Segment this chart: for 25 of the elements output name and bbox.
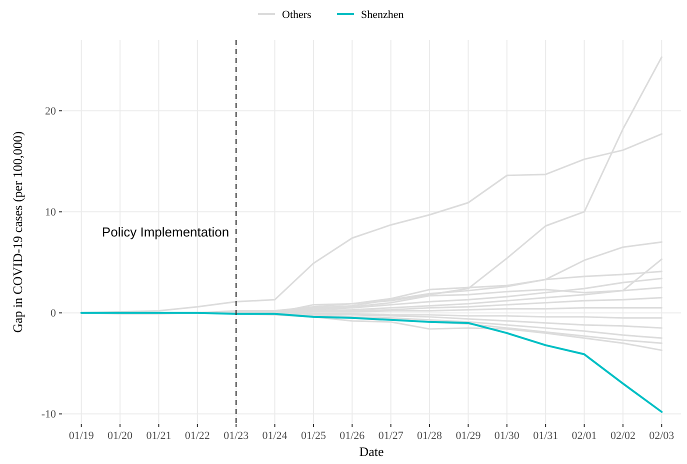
x-tick-label: 01/31 — [533, 430, 558, 442]
x-tick-label: 02/03 — [649, 430, 675, 442]
legend-label: Shenzhen — [361, 8, 404, 21]
x-tick-label: 01/23 — [224, 430, 250, 442]
x-tick-label: 02/01 — [572, 430, 597, 442]
x-tick-label: 01/25 — [300, 430, 326, 442]
x-axis-title: Date — [359, 444, 384, 459]
x-tick-label: 01/19 — [68, 430, 94, 442]
x-tick-label: 02/02 — [610, 430, 636, 442]
ref-line-label: Policy Implementation — [102, 224, 230, 240]
x-tick-label: 01/30 — [494, 430, 520, 442]
y-tick-label: -10 — [41, 408, 56, 421]
x-tick-label: 01/27 — [378, 430, 404, 442]
x-tick-label: 01/21 — [146, 430, 172, 442]
x-tick-label: 01/29 — [456, 430, 482, 442]
x-tick-label: 01/20 — [108, 430, 134, 442]
y-tick-label: 0 — [50, 308, 56, 320]
y-axis-title: Gap in COVID-19 cases (per 100,000) — [10, 131, 25, 333]
y-tick-label: 20 — [45, 106, 56, 118]
x-tick-label: 01/24 — [262, 430, 288, 442]
x-tick-label: 01/22 — [184, 430, 210, 442]
y-tick-label: 10 — [45, 206, 56, 219]
x-tick-label: 01/28 — [417, 430, 443, 442]
legend-label: Others — [282, 8, 312, 21]
x-tick-label: 01/26 — [340, 430, 366, 442]
